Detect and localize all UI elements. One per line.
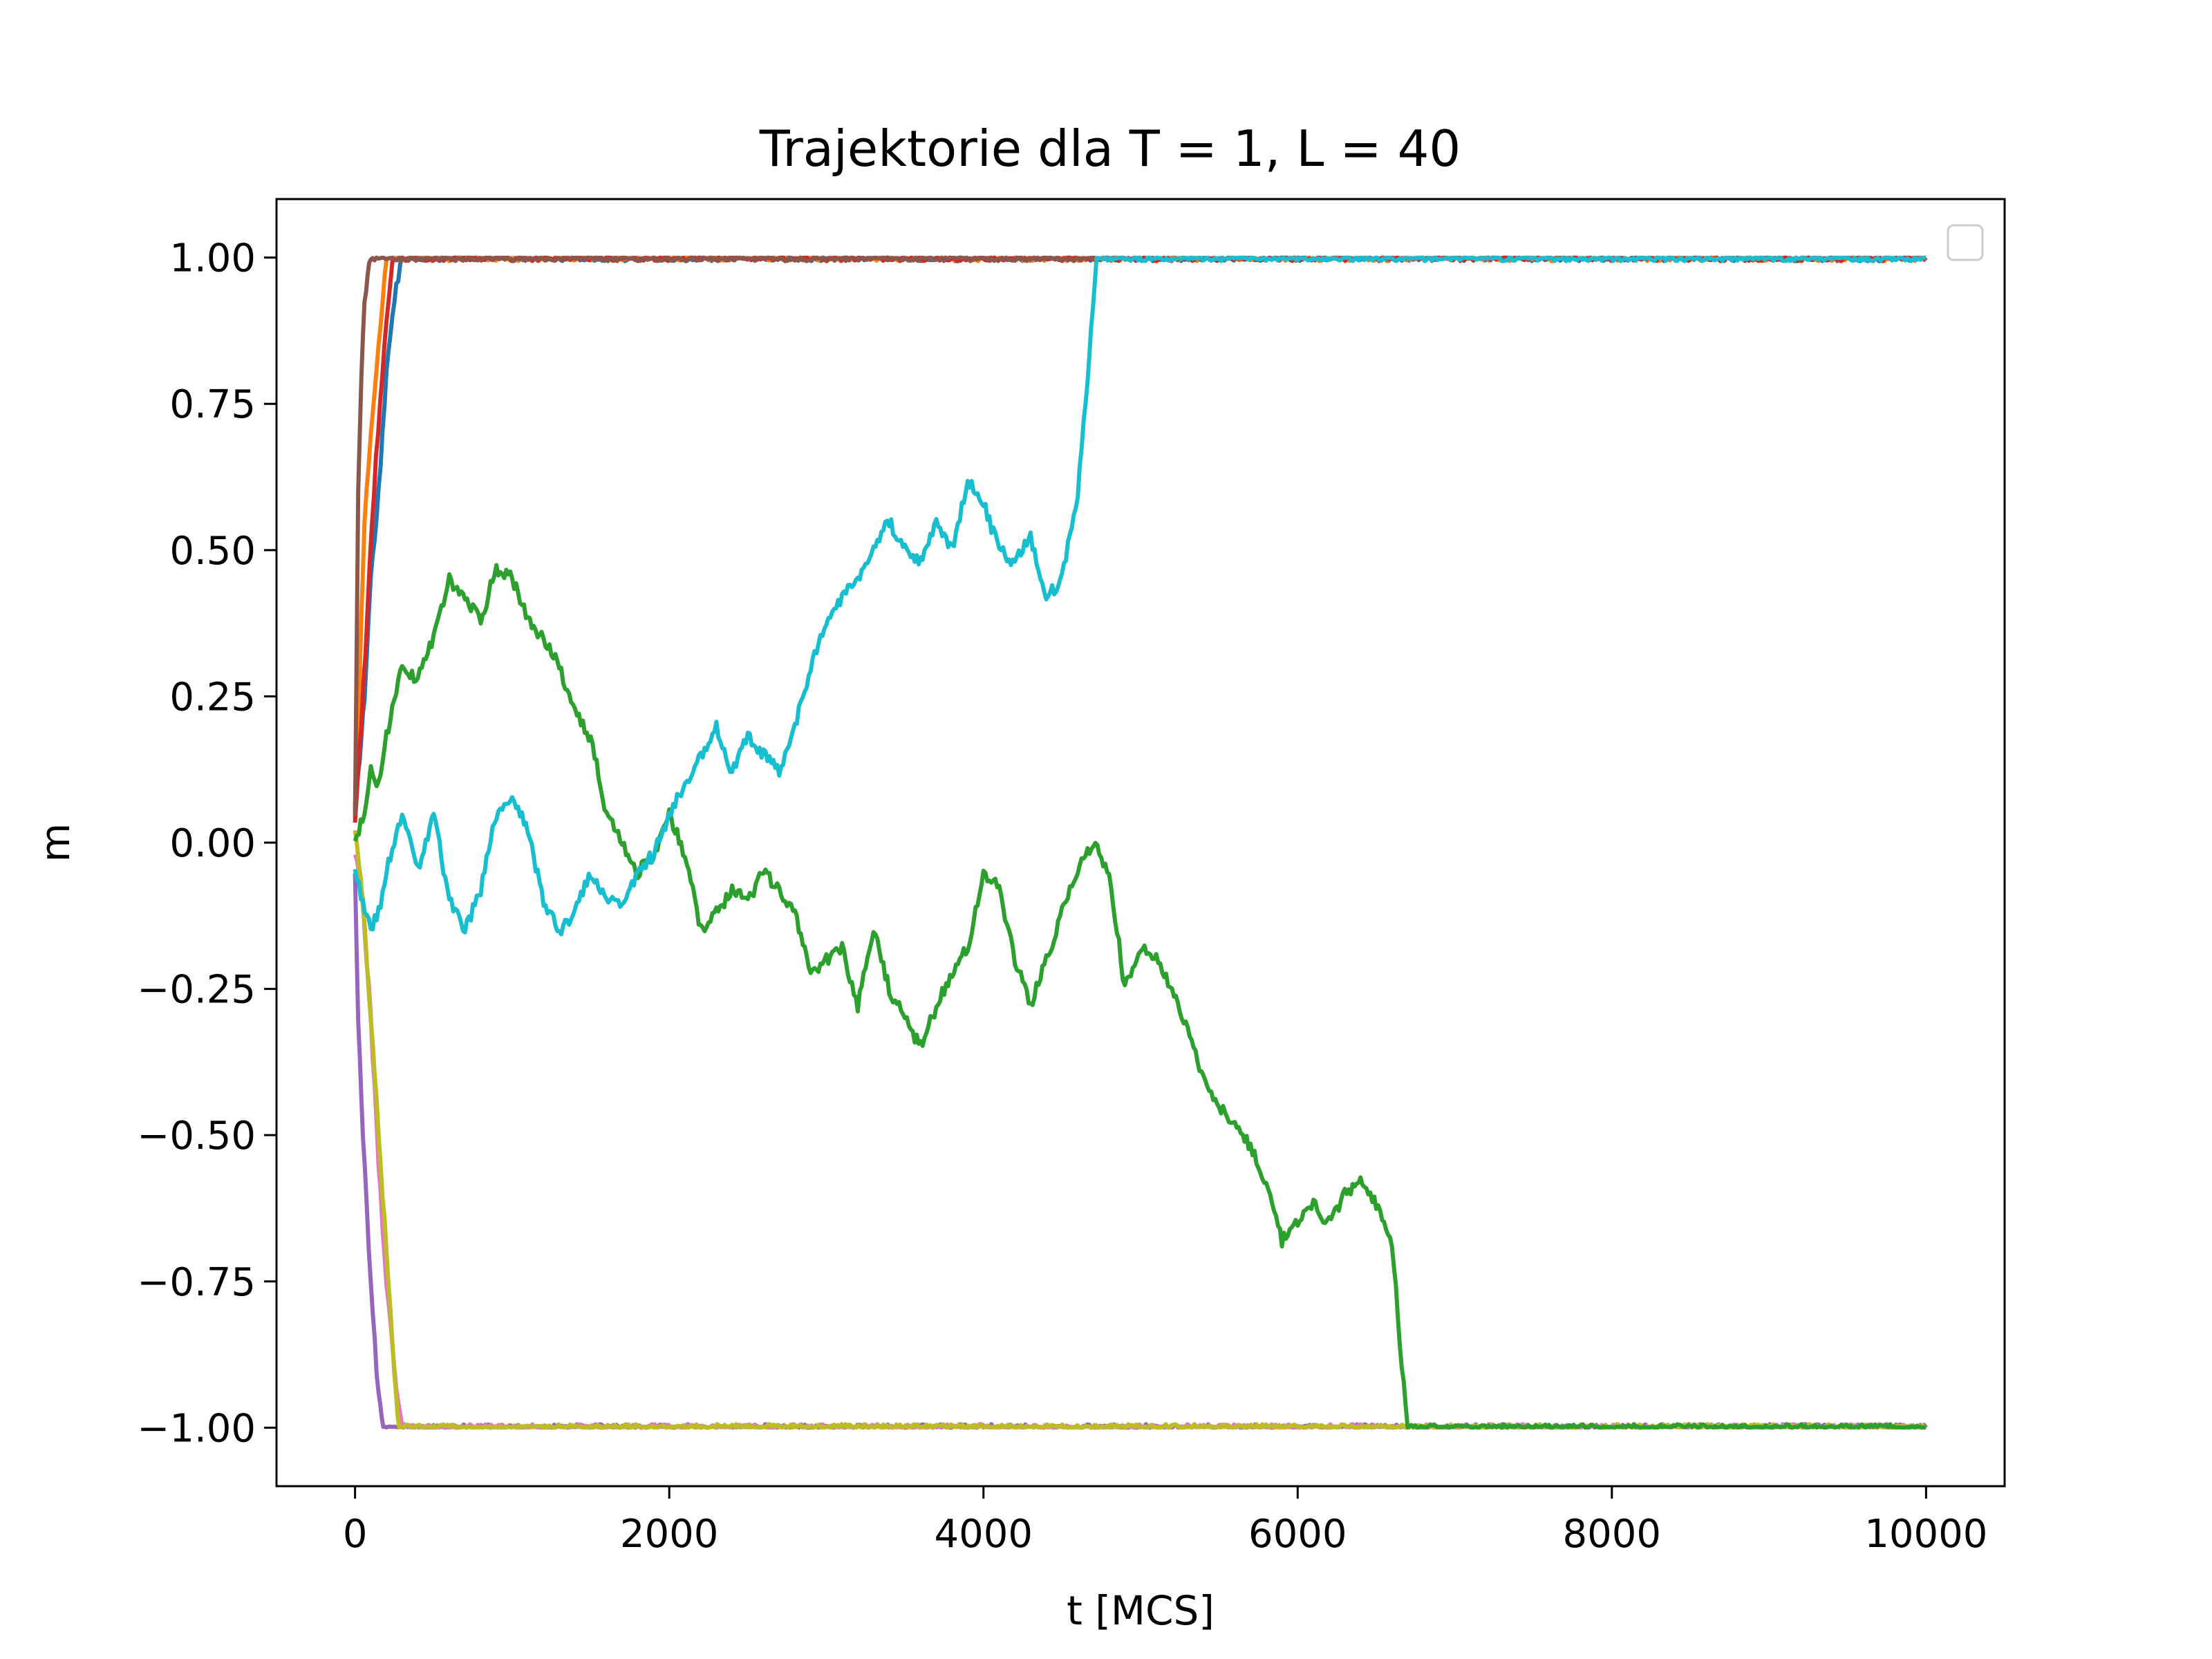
- x-axis-label: t [MCS]: [1067, 1587, 1215, 1634]
- plot-background: [276, 199, 2005, 1486]
- x-tick-label: 2000: [620, 1512, 719, 1557]
- plot-area: [275, 198, 2006, 1488]
- legend-box: [1947, 224, 1984, 261]
- x-axis: 0 2000 4000 6000 8000 10000: [343, 1486, 1987, 1557]
- y-tick-label: −0.75: [137, 1260, 256, 1305]
- series-layer: [353, 255, 1928, 1430]
- x-tick-label: 4000: [934, 1512, 1033, 1557]
- x-tick-label: 6000: [1248, 1512, 1347, 1557]
- x-tick-label: 10000: [1864, 1512, 1987, 1557]
- series-line-8: [353, 563, 1927, 1430]
- x-tick-label: 0: [343, 1512, 368, 1557]
- y-tick-label: 0.75: [169, 382, 256, 427]
- y-tick-label: −0.25: [137, 968, 256, 1013]
- y-axis: 1.00 0.75 0.50 0.25 0.00 −0.25 −0.50 −0.75 −1.00: [137, 236, 276, 1451]
- y-tick-label: 0.00: [169, 821, 256, 866]
- series-line-9: [353, 255, 1927, 937]
- series-line-4: [353, 255, 1098, 816]
- y-tick-label: 1.00: [169, 236, 256, 281]
- y-tick-label: 0.50: [169, 529, 256, 574]
- y-axis-label: m: [32, 823, 79, 863]
- y-tick-label: 0.25: [169, 675, 256, 720]
- y-tick-label: −1.00: [137, 1406, 256, 1451]
- y-tick-label: −0.50: [137, 1114, 256, 1159]
- chart-title: Trajektorie dla T = 1, L = 40: [759, 120, 1461, 178]
- x-tick-label: 8000: [1563, 1512, 1662, 1557]
